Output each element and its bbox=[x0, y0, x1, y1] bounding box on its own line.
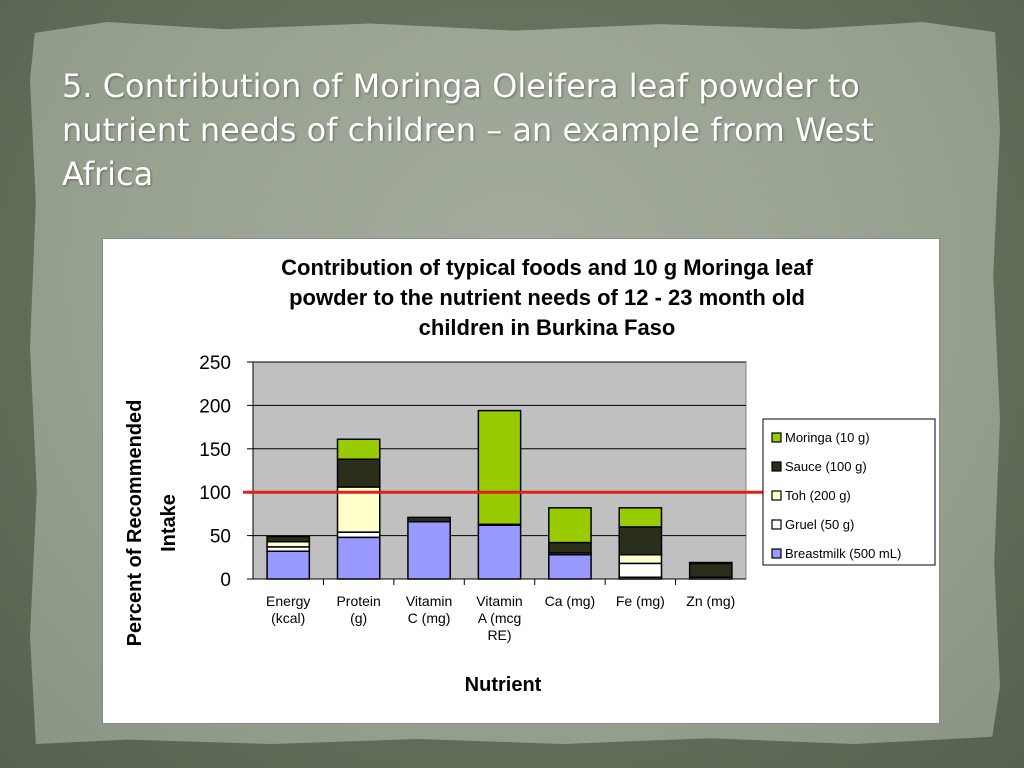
y-tick-label: 250 bbox=[199, 353, 231, 374]
legend-label: Moringa (10 g) bbox=[785, 430, 870, 445]
x-category-label: Zn (mg) bbox=[686, 593, 735, 609]
slide-title: 5. Contribution of Moringa Oleifera leaf… bbox=[62, 67, 874, 193]
legend-box bbox=[762, 418, 936, 566]
bar-segment bbox=[266, 540, 311, 548]
bar-segment bbox=[336, 536, 381, 580]
bar-segment bbox=[336, 438, 381, 460]
y-tick-label: 200 bbox=[199, 396, 231, 417]
x-category-label: Fe (mg) bbox=[616, 593, 665, 609]
x-category-label: Vitamin A (mcg RE) bbox=[476, 593, 522, 643]
bar-segment bbox=[548, 553, 592, 580]
stacked-bar-chart: Contribution of typical foods and 10 g M… bbox=[124, 255, 936, 696]
bar-segment bbox=[688, 562, 733, 579]
bar-segment bbox=[548, 507, 592, 544]
y-tick-label: 0 bbox=[220, 570, 231, 591]
x-category-label: Energy (kcal) bbox=[266, 593, 310, 626]
legend-label: Sauce (100 g) bbox=[785, 459, 867, 474]
legend-swatch bbox=[771, 490, 782, 501]
bar-segment bbox=[618, 562, 663, 579]
y-tick-label: 50 bbox=[210, 527, 231, 548]
legend-swatch bbox=[771, 432, 782, 443]
bar-segment bbox=[618, 553, 663, 565]
bar-segment bbox=[407, 520, 451, 580]
legend-label: Gruel (50 g) bbox=[785, 517, 854, 532]
x-axis-title: Nutrient bbox=[465, 674, 542, 696]
bar-segment bbox=[266, 535, 311, 543]
legend-label: Toh (200 g) bbox=[785, 488, 851, 503]
x-category-label: Ca (mg) bbox=[545, 593, 596, 609]
bar-segment bbox=[688, 561, 733, 565]
chart-title-line-3: children in Burkina Faso bbox=[419, 315, 676, 340]
bar-segment bbox=[477, 524, 522, 580]
bar-segment bbox=[407, 516, 451, 523]
x-category-label: Vitamin C (mg) bbox=[406, 593, 452, 626]
chart-title-line-2: powder to the nutrient needs of 12 - 23 … bbox=[289, 285, 805, 310]
bar-segment bbox=[477, 409, 522, 526]
bar-segment bbox=[618, 526, 663, 556]
bar-segment bbox=[336, 531, 381, 539]
chart-frame: Contribution of typical foods and 10 g M… bbox=[102, 238, 940, 724]
bar-segment bbox=[548, 541, 592, 554]
bar-segment bbox=[618, 507, 663, 528]
bar-segment bbox=[336, 486, 381, 533]
bar-segment bbox=[266, 550, 311, 580]
legend-label: Breastmilk (500 mL) bbox=[785, 546, 901, 561]
legend-swatch bbox=[771, 519, 782, 530]
x-category-label: Protein (g) bbox=[336, 593, 380, 626]
y-axis-title-line-2: Intake bbox=[158, 494, 180, 552]
legend-swatch bbox=[771, 461, 782, 472]
y-axis-title-line-1: Percent of Recommended bbox=[124, 400, 146, 647]
chart-title-line-1: Contribution of typical foods and 10 g M… bbox=[281, 255, 813, 280]
bar-segment bbox=[336, 458, 381, 488]
y-tick-label: 100 bbox=[199, 483, 231, 504]
y-tick-label: 150 bbox=[199, 440, 231, 461]
legend-swatch bbox=[771, 548, 782, 559]
